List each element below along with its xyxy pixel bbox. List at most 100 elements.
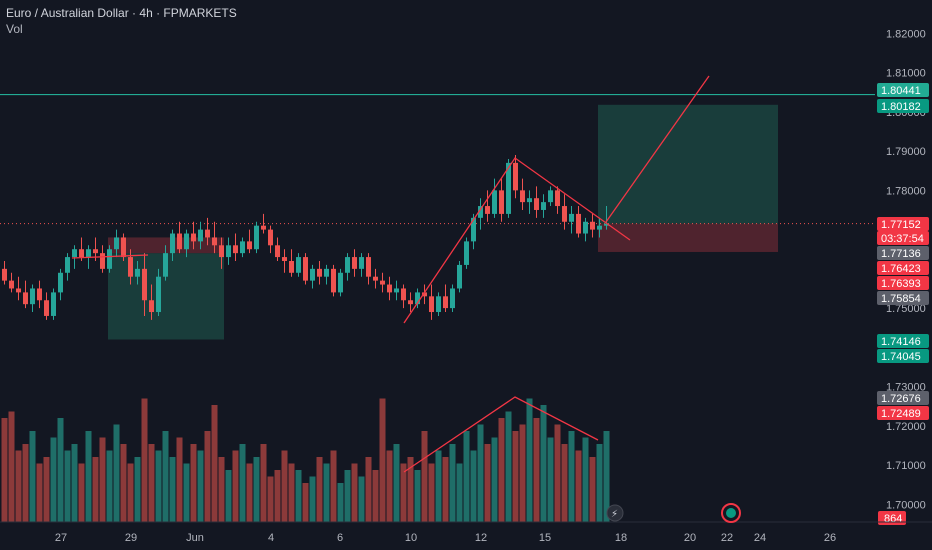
candle-body: [135, 268, 140, 277]
volume-bar: [414, 470, 421, 522]
time-tick-label: 26: [824, 532, 836, 544]
volume-bar: [29, 431, 36, 522]
price-badge: 03:37:54: [877, 231, 929, 245]
candle-body: [394, 288, 399, 293]
volume-bar: [204, 431, 211, 522]
price-tick-label: 1.75000: [886, 303, 926, 315]
symbol-title: Euro / Australian Dollar · 4h · FPMARKET…: [6, 6, 237, 20]
svg-text:⚡: ⚡: [611, 509, 618, 520]
volume-bar: [603, 431, 610, 522]
candle-body: [289, 261, 294, 273]
volume-bar: [568, 431, 575, 522]
volume-legend: Vol: [6, 22, 23, 36]
candle-body: [569, 213, 574, 222]
candle-body: [23, 292, 28, 305]
price-tick-label: 1.79000: [886, 146, 926, 158]
volume-bar: [64, 450, 71, 522]
volume-bar: [554, 424, 561, 522]
volume-bar: [386, 450, 393, 522]
price-badge-text: 864: [884, 513, 902, 525]
volume-bar: [183, 463, 190, 522]
candle-body: [541, 202, 546, 210]
candle-body: [44, 300, 49, 316]
time-tick-label: 15: [539, 532, 551, 544]
candle-body: [121, 237, 126, 258]
candle-body: [226, 245, 231, 258]
price-tick-label: 1.73000: [886, 382, 926, 394]
event-marker-icon: [721, 503, 741, 523]
candle-body: [30, 288, 35, 305]
candle-body: [275, 245, 280, 258]
volume-bar: [211, 405, 218, 522]
candle-body: [583, 221, 588, 234]
candle-body: [163, 253, 168, 277]
volume-bar: [127, 463, 134, 522]
candle-body: [58, 272, 63, 293]
price-badge-text: 1.74146: [881, 336, 921, 348]
volume-bar: [456, 463, 463, 522]
volume-bar: [92, 457, 99, 522]
volume-bar: [176, 437, 183, 522]
time-tick-label: 29: [125, 532, 137, 544]
candle-body: [401, 288, 406, 301]
price-badge: 1.77152: [877, 217, 929, 231]
volume-bar: [260, 444, 267, 522]
candle-body: [345, 257, 350, 273]
candle-body: [198, 229, 203, 242]
volume-bar: [309, 476, 316, 522]
candle-body: [562, 206, 567, 222]
price-badge: 1.76393: [877, 276, 929, 290]
volume-bar: [225, 470, 232, 522]
price-tick-label: 1.70000: [886, 499, 926, 511]
candle-body: [590, 221, 595, 230]
candle-body: [170, 233, 175, 254]
price-badge-text: 1.76423: [881, 263, 921, 275]
candle-body: [520, 190, 525, 203]
volume-bar: [351, 463, 358, 522]
time-tick-label: 4: [268, 532, 274, 544]
candle-body: [576, 213, 581, 234]
candle-body: [387, 284, 392, 293]
volume-bar: [428, 463, 435, 522]
volume-bar: [498, 418, 505, 522]
price-badge: 1.77136: [877, 246, 929, 260]
candle-body: [373, 276, 378, 281]
volume-bar: [589, 457, 596, 522]
time-tick-label: 20: [684, 532, 696, 544]
price-badge-text: 1.80182: [881, 101, 921, 113]
candle-body: [114, 237, 119, 250]
candle-body: [37, 288, 42, 301]
price-badge-text: 1.77152: [881, 219, 921, 231]
volume-bar: [512, 431, 519, 522]
candle-body: [597, 225, 602, 230]
volume-bar: [246, 463, 253, 522]
candle-body: [471, 217, 476, 242]
volume-trend-line: [403, 396, 599, 473]
volume-bar: [162, 431, 169, 522]
volume-bar: [519, 424, 526, 522]
volume-bar: [71, 444, 78, 522]
candle-body: [2, 268, 7, 281]
volume-bar: [281, 450, 288, 522]
candle-body: [513, 162, 518, 191]
volume-bar: [239, 444, 246, 522]
volume-bar: [169, 457, 176, 522]
volume-bar: [596, 444, 603, 522]
volume-bar: [337, 483, 344, 522]
volume-bar: [477, 424, 484, 522]
candle-body: [100, 253, 105, 269]
price-badge-text: 1.75854: [881, 293, 921, 305]
candle-body: [184, 233, 189, 250]
time-tick-label: 12: [475, 532, 487, 544]
price-badge: 1.72489: [877, 406, 929, 420]
volume-bar: [358, 476, 365, 522]
time-tick-label: 22: [721, 532, 733, 544]
candle-body: [464, 241, 469, 265]
candle-body: [142, 268, 147, 301]
volume-bar: [365, 457, 372, 522]
volume-bar: [442, 457, 449, 522]
time-tick-label: 6: [337, 532, 343, 544]
price-tick-label: 1.78000: [886, 185, 926, 197]
volume-bar: [253, 457, 260, 522]
